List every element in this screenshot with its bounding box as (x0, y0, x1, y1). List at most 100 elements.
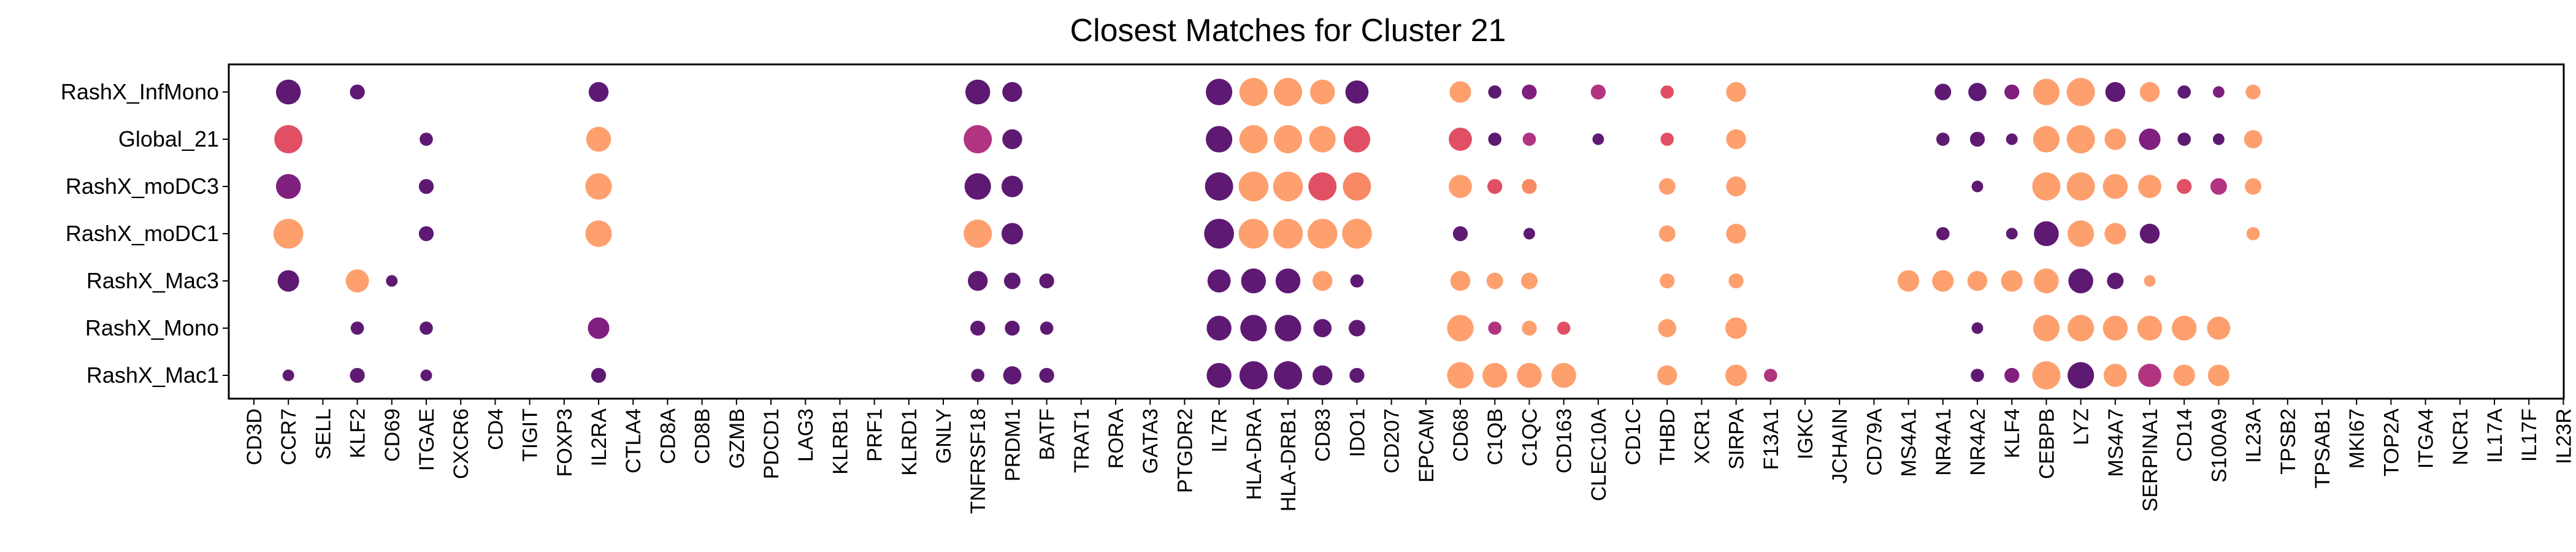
dot (1002, 129, 1022, 150)
dot (1517, 362, 1542, 388)
column-label: ITGA4 (2415, 408, 2438, 469)
dot (1273, 218, 1303, 249)
column-label: PDCD1 (760, 408, 783, 479)
dot (1040, 321, 1054, 335)
dot (1313, 319, 1332, 337)
dot (2103, 174, 2128, 199)
column-label: GZMB (726, 408, 749, 469)
dot (1486, 272, 1503, 289)
dot (1204, 218, 1234, 249)
column-label: EPCAM (1415, 408, 1438, 483)
dot (1452, 226, 1468, 242)
column-label: GNLY (932, 408, 956, 464)
column-label: TNFRSF18 (967, 408, 990, 514)
dot (968, 270, 988, 291)
dot (1449, 81, 1471, 103)
column-label: PRF1 (864, 408, 887, 462)
dot (2244, 130, 2263, 148)
dot (1345, 80, 1369, 104)
column-label: IDO1 (1346, 408, 1369, 457)
column-label: KLF4 (2001, 408, 2024, 458)
column-label: TOP2A (2380, 408, 2403, 477)
dot (1488, 132, 1501, 146)
dot (1523, 228, 1535, 240)
dot (1726, 176, 1746, 197)
column-label: TRAT1 (1070, 408, 1094, 473)
column-label: CD1C (1622, 408, 1645, 466)
dot (2177, 178, 2192, 194)
dot (1488, 85, 1501, 99)
column-label: CD69 (381, 408, 404, 462)
dot (1522, 132, 1536, 146)
column-label: IL17F (2518, 408, 2541, 462)
dot (2034, 221, 2059, 247)
dot (1239, 361, 1268, 389)
column-label: IL23R (2552, 408, 2575, 464)
column-label: MKI67 (2345, 408, 2369, 469)
column-label: CD8A (656, 408, 680, 464)
dot (1658, 178, 1676, 195)
dot (1660, 85, 1674, 99)
dot (418, 178, 434, 194)
dot (2105, 82, 2125, 102)
column-labels: CD3D CCR7 SELL KLF2 CD69 ITGAE CXCR6 CD4 TIGIT FO… (243, 408, 2575, 514)
dot (1239, 78, 1268, 106)
dot (1349, 367, 1365, 383)
dot (1005, 320, 1020, 336)
dot (1932, 270, 1954, 292)
column-label: ITGAE (415, 408, 439, 471)
column-label: IL2RA (588, 408, 611, 467)
dot (2034, 268, 2059, 294)
chart-title: Closest Matches for Cluster 21 (1070, 13, 1506, 48)
dot (1001, 175, 1023, 197)
dot (1343, 126, 1370, 153)
dot (1207, 269, 1231, 293)
column-label: CD8B (691, 408, 715, 464)
y-axis-ticks (223, 91, 229, 376)
dot (1206, 362, 1232, 388)
dot (282, 369, 294, 381)
dot (1308, 172, 1337, 201)
dot (1725, 317, 1747, 339)
dot (2207, 364, 2229, 386)
dot (275, 174, 301, 199)
dot (277, 270, 299, 292)
dot (1487, 178, 1503, 194)
dot (1307, 218, 1338, 249)
dot (1449, 175, 1472, 198)
plot-frame (228, 63, 2565, 400)
dot (1274, 78, 1302, 106)
dot (1522, 178, 1537, 194)
column-label: JCHAIN (1828, 408, 1852, 484)
dot (420, 321, 433, 335)
dot (1936, 132, 1950, 146)
dot (1520, 272, 1538, 289)
column-label: PRDM1 (1001, 408, 1024, 481)
dot (1450, 270, 1471, 291)
dot (1447, 362, 1474, 389)
dot (1275, 268, 1301, 294)
dot (2207, 316, 2231, 340)
row-label: RashX_moDC3 (66, 174, 219, 199)
column-label: PTGDR2 (1173, 408, 1197, 493)
dot (1239, 125, 1268, 153)
dot (2001, 270, 2023, 292)
dot (1557, 321, 1571, 335)
dot (1348, 320, 1365, 337)
row-labels: RashX_InfMono Global_21 RashX_moDC3 RashX_m… (61, 79, 219, 388)
column-label: NR4A1 (1932, 408, 1955, 476)
column-label: CD68 (1449, 408, 1473, 462)
dot (2246, 227, 2260, 240)
dot (1522, 320, 1537, 336)
dot (1592, 133, 1604, 145)
dot (1039, 273, 1054, 289)
dot (1241, 268, 1267, 294)
dot (1726, 82, 1746, 102)
dot (1274, 125, 1302, 153)
row-label: RashX_Mono (85, 315, 219, 340)
dot (1658, 319, 1677, 337)
dot (273, 218, 304, 249)
row-label: Global_21 (118, 126, 219, 151)
dot (1764, 369, 1777, 382)
dot (1275, 315, 1301, 342)
